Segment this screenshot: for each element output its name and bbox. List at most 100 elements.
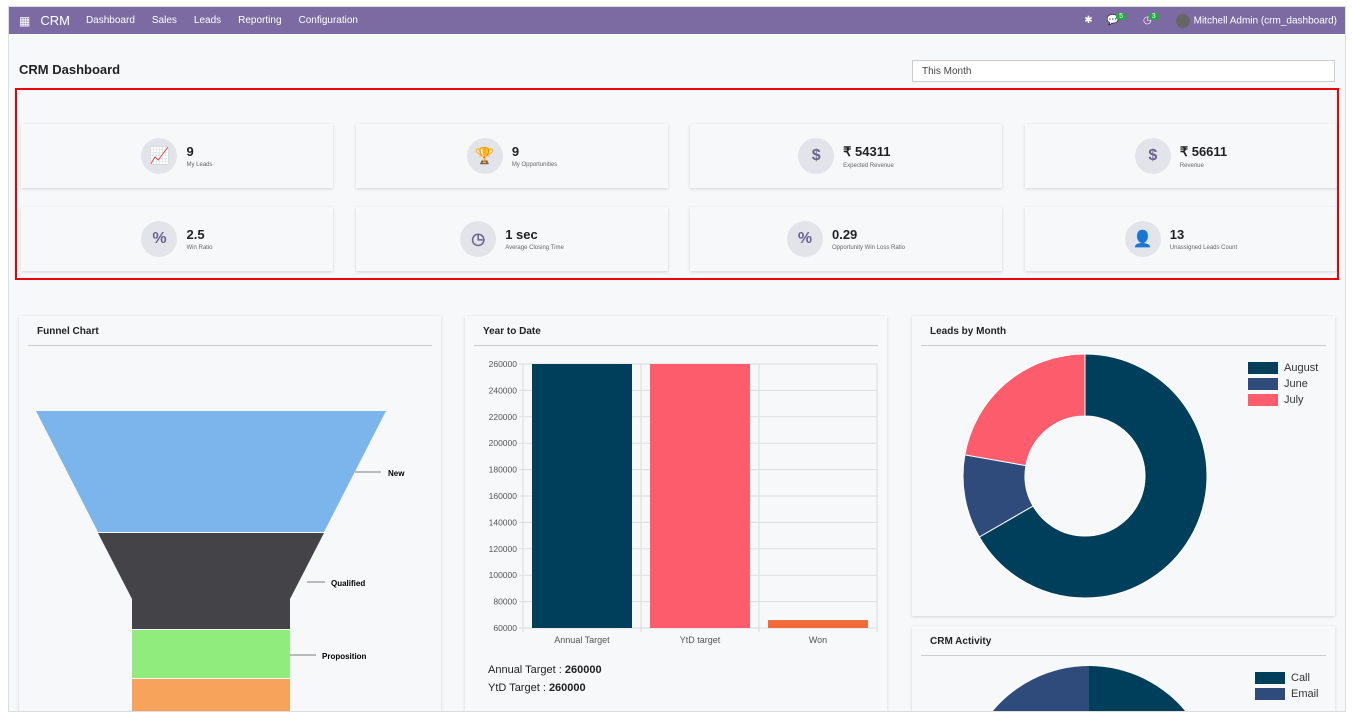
legend-item[interactable]: June bbox=[1248, 378, 1318, 390]
user-name: Mitchell Admin (crm_dashboard) bbox=[1193, 15, 1337, 27]
y-tick-label: 240000 bbox=[489, 385, 518, 395]
activity-slice-email[interactable] bbox=[989, 666, 1089, 712]
menu-dashboard[interactable]: Dashboard bbox=[85, 15, 135, 26]
legend-label: June bbox=[1284, 378, 1308, 390]
annual-target-label: Annual Target : bbox=[488, 664, 565, 676]
kpi-card[interactable]: 📈 9 My Leads bbox=[21, 124, 333, 188]
funnel-panel: Funnel Chart New Qualified Proposition bbox=[19, 316, 441, 712]
leads-by-month-panel: Leads by Month August June July bbox=[912, 316, 1335, 616]
y-tick-label: 140000 bbox=[489, 517, 518, 527]
kpi-card[interactable]: ◷ 1 sec Average Closing Time bbox=[356, 207, 668, 271]
clock-icon: ◷ bbox=[460, 221, 497, 257]
apps-menu-icon[interactable]: ▦ bbox=[19, 13, 31, 28]
y-tick-label: 200000 bbox=[489, 438, 518, 448]
x-tick-label: Won bbox=[809, 635, 827, 645]
date-filter-select[interactable]: This Month bbox=[912, 60, 1335, 82]
messages-badge: 5 bbox=[1116, 13, 1126, 20]
activity-slice-call[interactable] bbox=[1089, 666, 1189, 712]
y-tick-label: 120000 bbox=[489, 544, 518, 554]
ytd-annual-line: Annual Target : 260000 bbox=[465, 664, 887, 676]
percent-icon: % bbox=[786, 221, 823, 257]
kpi-value: 1 sec bbox=[505, 227, 538, 242]
leads-by-month-chart bbox=[962, 353, 1208, 599]
kpi-value: 9 bbox=[511, 144, 520, 159]
chart-line-icon: 📈 bbox=[141, 138, 178, 174]
kpi-label: Average Closing Time bbox=[505, 245, 564, 251]
crm-activity-chart bbox=[989, 666, 1189, 712]
activities-button[interactable]: ◷3 bbox=[1143, 13, 1162, 26]
kpi-value: 2.5 bbox=[186, 227, 205, 242]
kpi-section: 📈 9 My Leads 🏆 9 My Opportunities $ ₹ 54311 Expe… bbox=[15, 88, 1339, 280]
percent-icon: % bbox=[141, 221, 178, 257]
legend-label: Email bbox=[1291, 688, 1319, 700]
crm-activity-title: CRM Activity bbox=[921, 626, 1326, 656]
legend-swatch bbox=[1248, 362, 1278, 374]
leads-by-month-legend: August June July bbox=[1248, 362, 1318, 410]
slice-july[interactable] bbox=[964, 353, 1086, 467]
y-tick-label: 160000 bbox=[489, 491, 518, 501]
y-tick-label: 260000 bbox=[489, 359, 518, 369]
kpi-value: 9 bbox=[186, 144, 194, 159]
kpi-card[interactable]: $ ₹ 54311 Expected Revenue bbox=[690, 124, 1002, 188]
kpi-card[interactable]: % 2.5 Win Ratio bbox=[21, 207, 333, 271]
bar-ytd-target[interactable] bbox=[650, 364, 750, 628]
kpi-label: Unassigned Leads Count bbox=[1169, 245, 1238, 251]
messages-button[interactable]: 💬5 bbox=[1107, 13, 1129, 26]
kpi-value: ₹ 56611 bbox=[1179, 143, 1228, 159]
legend-item[interactable]: Email bbox=[1255, 688, 1319, 700]
bug-icon[interactable]: ✱ bbox=[1084, 15, 1093, 26]
top-navbar: ▦ CRM Dashboard Sales Leads Reporting Co… bbox=[9, 7, 1345, 34]
slice-august[interactable] bbox=[978, 353, 1208, 599]
kpi-card[interactable]: % 0.29 Opportunity Win Loss Ratio bbox=[690, 207, 1002, 271]
dollar-icon: $ bbox=[798, 138, 835, 174]
kpi-card[interactable]: 👤 13 Unassigned Leads Count bbox=[1025, 207, 1337, 271]
avatar bbox=[1175, 13, 1190, 28]
kpi-value: 0.29 bbox=[831, 227, 858, 242]
bar-won[interactable] bbox=[768, 620, 868, 628]
menu-configuration[interactable]: Configuration bbox=[298, 15, 358, 26]
crm-activity-legend: Call Email bbox=[1255, 672, 1319, 704]
menu-leads[interactable]: Leads bbox=[193, 15, 222, 26]
app-frame: ▦ CRM Dashboard Sales Leads Reporting Co… bbox=[8, 6, 1346, 712]
funnel-label-qualified: Qualified bbox=[331, 579, 365, 588]
legend-swatch bbox=[1255, 688, 1285, 700]
kpi-card[interactable]: $ ₹ 56611 Revenue bbox=[1025, 124, 1337, 188]
legend-swatch bbox=[1248, 394, 1278, 406]
y-tick-label: 220000 bbox=[489, 412, 518, 422]
bar-annual-target[interactable] bbox=[532, 364, 632, 628]
funnel-stage-qualified[interactable] bbox=[98, 533, 324, 629]
y-tick-label: 100000 bbox=[489, 570, 518, 580]
kpi-label: Revenue bbox=[1179, 162, 1204, 169]
ytd-bar-chart: 60000 80000 100000 120000 140000 160000 180000… bbox=[489, 359, 878, 645]
crm-activity-panel: CRM Activity Call Email bbox=[912, 626, 1335, 712]
legend-item[interactable]: July bbox=[1248, 394, 1318, 406]
funnel-stage-4[interactable] bbox=[132, 679, 290, 712]
funnel-chart: New Qualified Proposition bbox=[36, 411, 405, 712]
x-tick-label: YtD target bbox=[680, 635, 721, 645]
menu-reporting[interactable]: Reporting bbox=[238, 15, 282, 26]
user-menu[interactable]: Mitchell Admin (crm_dashboard) bbox=[1175, 13, 1337, 28]
legend-item[interactable]: Call bbox=[1255, 672, 1319, 684]
y-tick-label: 180000 bbox=[489, 465, 518, 475]
legend-item[interactable]: August bbox=[1248, 362, 1318, 374]
legend-label: July bbox=[1284, 394, 1304, 406]
kpi-label: My Leads bbox=[186, 162, 213, 168]
ytd-target-value: 260000 bbox=[548, 682, 586, 694]
page-title: CRM Dashboard bbox=[19, 62, 121, 77]
app-name[interactable]: CRM bbox=[40, 13, 70, 28]
kpi-card[interactable]: 🏆 9 My Opportunities bbox=[356, 124, 668, 188]
kpi-label: My Opportunities bbox=[511, 162, 558, 168]
trophy-icon: 🏆 bbox=[466, 138, 503, 174]
kpi-value: 13 bbox=[1169, 227, 1185, 242]
ytd-target-label: YtD Target : bbox=[488, 682, 549, 694]
leads-by-month-title: Leads by Month bbox=[921, 316, 1326, 346]
x-tick-label: Annual Target bbox=[554, 635, 610, 645]
y-tick-label: 60000 bbox=[493, 623, 517, 633]
funnel-stage-proposition[interactable] bbox=[132, 630, 290, 678]
menu-sales[interactable]: Sales bbox=[151, 15, 177, 26]
legend-swatch bbox=[1255, 672, 1285, 684]
ytd-title: Year to Date bbox=[474, 316, 878, 346]
funnel-stage-new[interactable] bbox=[36, 411, 386, 532]
kpi-label: Expected Revenue bbox=[843, 162, 894, 169]
annual-target-value: 260000 bbox=[564, 664, 602, 676]
